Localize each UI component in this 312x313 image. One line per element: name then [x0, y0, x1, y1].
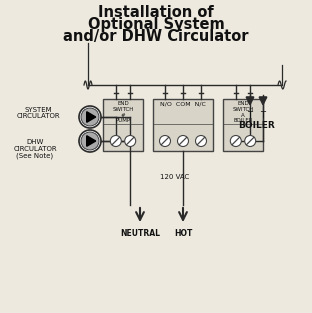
Circle shape [79, 106, 101, 128]
Text: SYSTEM
CIRCULATOR: SYSTEM CIRCULATOR [16, 106, 60, 120]
Circle shape [125, 136, 136, 146]
Circle shape [110, 136, 121, 146]
Polygon shape [87, 136, 96, 146]
Text: BOILER: BOILER [238, 121, 275, 130]
Text: NEUTRAL: NEUTRAL [120, 229, 160, 238]
Circle shape [81, 108, 99, 126]
Text: END
SWITCH
#
PUMP: END SWITCH # PUMP [112, 101, 134, 123]
Circle shape [245, 136, 256, 146]
Bar [223, 99, 263, 151]
Text: END
SWITCH
A
BOILER: END SWITCH A BOILER [232, 101, 254, 123]
Circle shape [81, 132, 99, 150]
Text: T: T [261, 111, 266, 120]
Circle shape [159, 136, 170, 146]
Text: and/or DHW Circulator: and/or DHW Circulator [63, 29, 249, 44]
Text: Installation of: Installation of [98, 5, 214, 20]
Text: Optional System: Optional System [88, 17, 224, 32]
Circle shape [196, 136, 207, 146]
Circle shape [230, 136, 241, 146]
Bar [103, 99, 143, 151]
Text: T: T [247, 111, 252, 120]
Text: 120 VAC: 120 VAC [160, 174, 190, 180]
Circle shape [79, 130, 101, 152]
Text: DHW
CIRCULATOR
(See Note): DHW CIRCULATOR (See Note) [13, 139, 57, 159]
Text: HOT: HOT [174, 229, 192, 238]
Polygon shape [87, 112, 96, 122]
Circle shape [178, 136, 188, 146]
Text: N/O  COM  N/C: N/O COM N/C [160, 101, 206, 106]
Bar [153, 99, 213, 151]
